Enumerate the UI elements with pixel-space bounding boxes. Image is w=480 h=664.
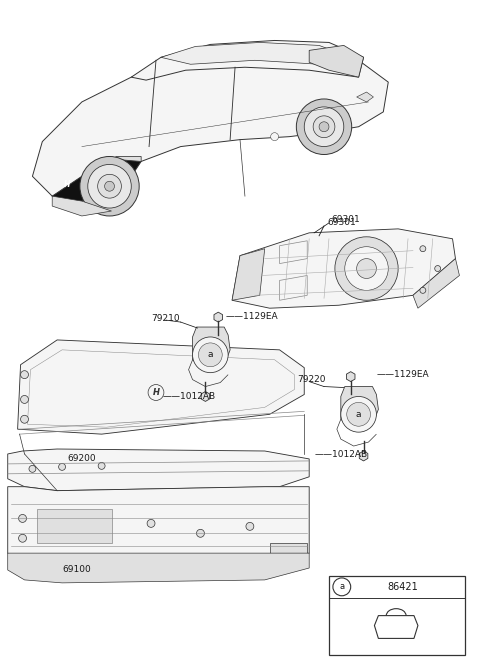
Circle shape [98,462,105,469]
Text: 79210: 79210 [151,313,180,323]
Polygon shape [192,327,230,367]
Circle shape [21,415,28,423]
Circle shape [199,343,222,367]
Circle shape [313,116,335,137]
Polygon shape [8,449,309,491]
Text: 86421: 86421 [388,582,419,592]
Polygon shape [357,92,373,102]
Circle shape [246,523,254,531]
Circle shape [59,463,66,470]
Circle shape [21,371,28,378]
Polygon shape [270,543,307,563]
FancyBboxPatch shape [329,576,466,655]
Polygon shape [52,196,111,216]
Circle shape [335,237,398,300]
Polygon shape [161,42,354,64]
Polygon shape [52,159,141,201]
Circle shape [29,465,36,472]
Circle shape [341,396,376,432]
Polygon shape [131,41,363,80]
Circle shape [19,535,26,542]
Polygon shape [413,258,459,308]
Circle shape [304,107,344,147]
Circle shape [267,555,273,561]
Circle shape [435,266,441,272]
Text: 69301: 69301 [331,215,360,224]
Circle shape [227,555,233,561]
Text: a: a [207,351,213,359]
Polygon shape [232,249,264,300]
Circle shape [247,555,253,561]
Polygon shape [232,229,456,308]
Polygon shape [82,157,141,177]
Polygon shape [37,509,111,543]
Text: 79220: 79220 [297,375,326,384]
Text: ——1012AB: ——1012AB [163,392,216,401]
Circle shape [88,165,131,208]
Circle shape [333,578,351,596]
Text: ——1129EA: ——1129EA [225,311,278,321]
Text: ——1129EA: ——1129EA [376,370,429,379]
Polygon shape [18,340,304,434]
Text: H: H [64,180,70,189]
Circle shape [19,515,26,523]
Polygon shape [33,50,388,201]
Text: a: a [339,582,344,592]
Circle shape [80,157,139,216]
Circle shape [357,258,376,278]
Text: ——1012AB: ——1012AB [314,450,367,459]
Circle shape [196,529,204,537]
Circle shape [97,175,121,198]
Circle shape [347,402,371,426]
Text: 69100: 69100 [62,566,91,574]
Text: 69200: 69200 [67,454,96,463]
Polygon shape [309,45,363,77]
Circle shape [420,288,426,293]
Circle shape [420,246,426,252]
Text: 69301: 69301 [327,218,356,228]
Polygon shape [8,553,309,583]
Circle shape [319,122,329,131]
Circle shape [192,337,228,373]
Circle shape [296,99,352,155]
Circle shape [271,133,278,141]
Text: H: H [153,388,159,397]
Polygon shape [341,386,378,426]
Circle shape [21,396,28,404]
Circle shape [147,519,155,527]
Circle shape [345,247,388,290]
Polygon shape [8,487,309,570]
Text: a: a [356,410,361,419]
Circle shape [105,181,114,191]
